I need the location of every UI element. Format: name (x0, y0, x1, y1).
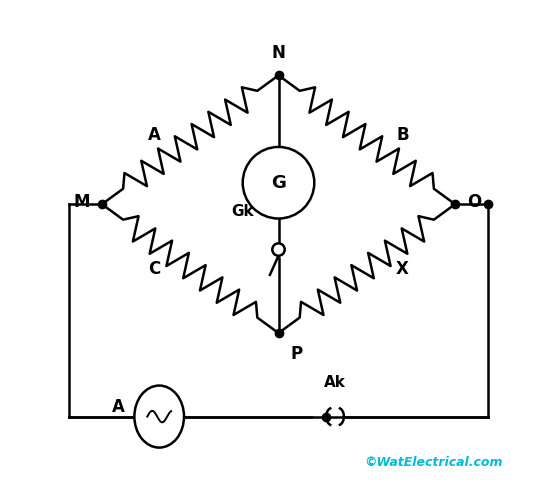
Text: X: X (396, 260, 409, 277)
Text: M: M (74, 193, 90, 211)
Text: G: G (271, 174, 286, 192)
Text: N: N (272, 44, 285, 62)
Text: ©WatElectrical.com: ©WatElectrical.com (364, 456, 503, 469)
Text: O: O (467, 193, 481, 211)
Text: A: A (148, 126, 161, 144)
Circle shape (272, 243, 285, 256)
Ellipse shape (134, 385, 184, 447)
Text: B: B (396, 126, 409, 144)
Text: P: P (290, 345, 302, 363)
Text: Ak: Ak (324, 375, 346, 390)
Circle shape (243, 147, 314, 218)
Text: A: A (112, 398, 125, 416)
Text: C: C (148, 260, 160, 277)
Text: Gk: Gk (231, 204, 254, 219)
